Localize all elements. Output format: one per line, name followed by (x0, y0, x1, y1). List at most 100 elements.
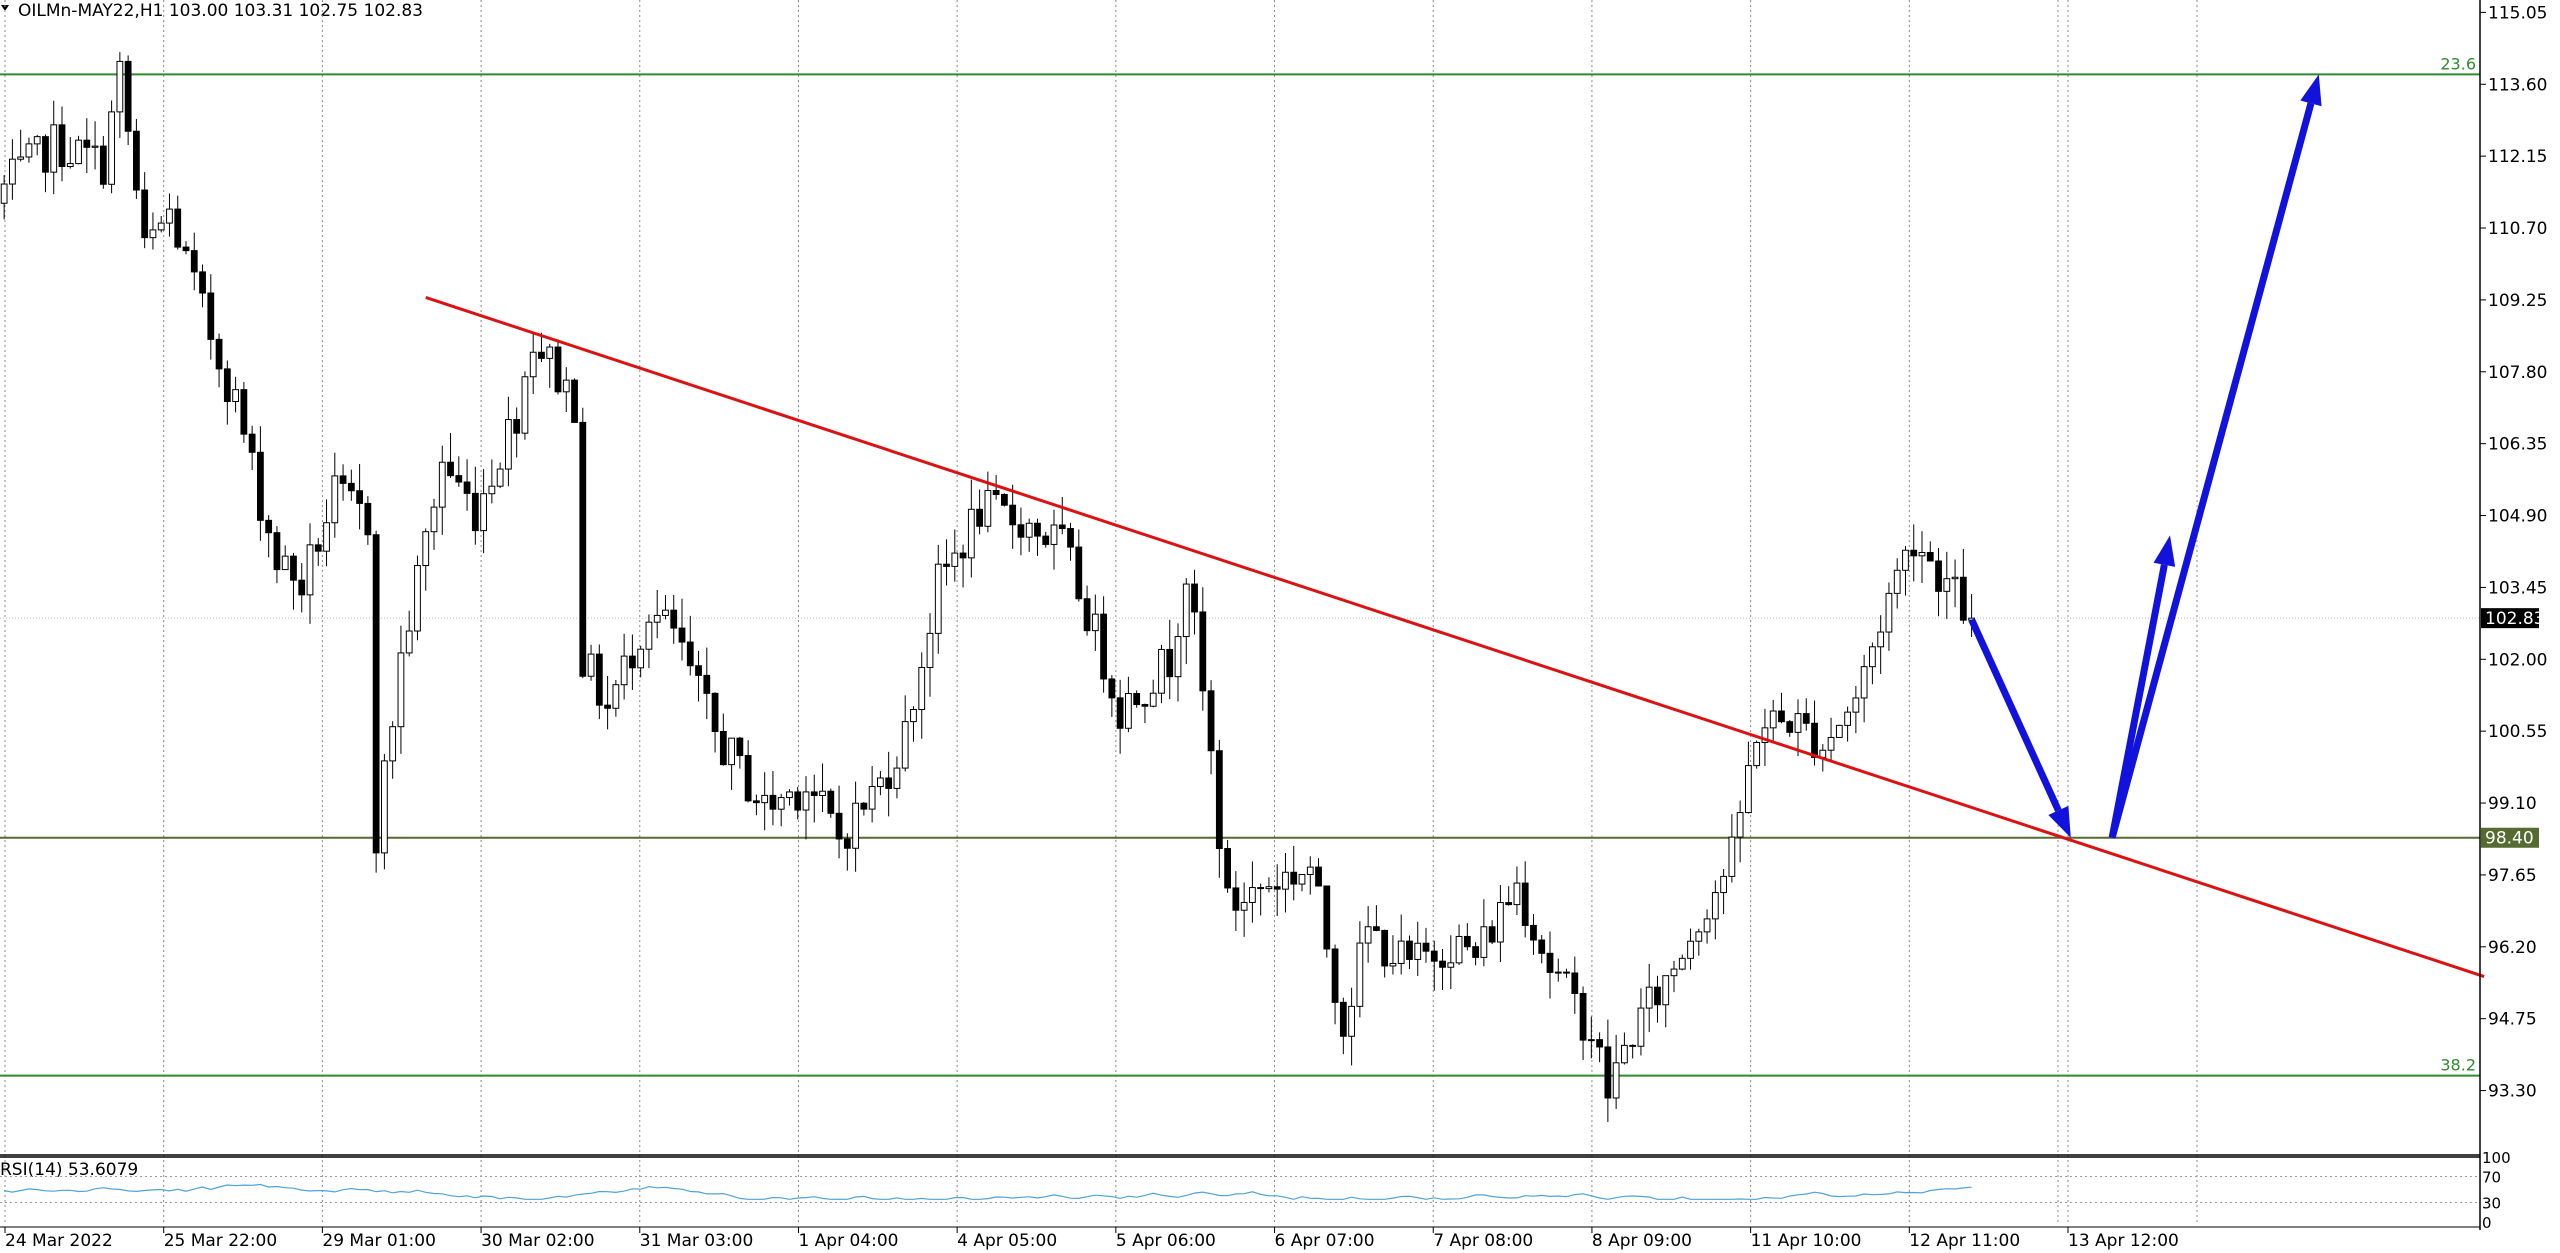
candle-body (182, 246, 190, 252)
candle-body (1199, 611, 1207, 692)
x-tick-label: 11 Apr 10:00 (1751, 1231, 1862, 1251)
rsi-panel: 100 70 300 (0, 1149, 2511, 1232)
x-tick-label: 29 Mar 01:00 (322, 1231, 436, 1251)
fib-level-label: 23.6 (2440, 54, 2476, 73)
candle-body (1745, 765, 1752, 814)
candle-body (265, 519, 273, 534)
collapse-triangle-icon[interactable] (1, 5, 9, 11)
candle-body (215, 338, 223, 370)
candle-body (967, 508, 975, 559)
candle-body (1455, 935, 1463, 964)
candle-body (1480, 926, 1488, 958)
candle-body (1670, 968, 1678, 977)
candle-body (934, 563, 942, 634)
candle-body (1637, 1007, 1645, 1047)
candle-body (711, 692, 719, 733)
candle-body (1885, 592, 1893, 633)
candle-body (190, 250, 198, 273)
candle-body (1827, 736, 1835, 751)
candle-body (91, 145, 99, 148)
candle-body (1075, 546, 1083, 600)
candle-body (1902, 549, 1909, 571)
candle-body (1852, 697, 1860, 713)
candle-body (1711, 892, 1719, 920)
candle-body (992, 490, 1000, 495)
y-tick-label: 96.20 (2488, 938, 2537, 958)
candle-body (166, 208, 173, 224)
candle-body (1282, 871, 1289, 890)
candle-body (1166, 648, 1174, 678)
x-tick-label: 6 Apr 07:00 (1275, 1231, 1375, 1251)
candle-body (1587, 1039, 1595, 1042)
rsi-label: RSI(14) 53.6079 (0, 1160, 138, 1180)
candle-body (653, 614, 661, 623)
fib-level-label: 38.2 (2440, 1056, 2476, 1075)
candle-body (83, 139, 91, 148)
candle-body (199, 271, 206, 294)
candle-body (1083, 598, 1091, 632)
candle-body (108, 111, 115, 185)
candle-body (149, 229, 157, 239)
candle-body (736, 737, 744, 757)
candle-body (1463, 935, 1471, 948)
candle-body (480, 493, 487, 532)
candle-body (1926, 551, 1934, 562)
candle-body (1042, 535, 1050, 545)
candle-body (513, 419, 521, 434)
candle-body (579, 421, 587, 677)
candle-body (1224, 848, 1231, 889)
candle-body (50, 124, 58, 173)
candle-body (488, 485, 496, 495)
candle-body (455, 475, 463, 483)
x-tick-label: 25 Mar 22:00 (164, 1231, 278, 1251)
candle-body (232, 389, 239, 403)
candle-body (1687, 940, 1694, 959)
candle-body (1141, 704, 1149, 707)
x-tick-label: 31 Mar 03:00 (640, 1231, 754, 1251)
candle-body (926, 632, 934, 668)
candle-body (810, 791, 818, 796)
candle-body (1339, 1001, 1347, 1037)
candle-body (877, 777, 884, 788)
candle-body (827, 790, 835, 814)
candle-body (1629, 1044, 1637, 1047)
candle-body (133, 130, 140, 191)
candle-body (1182, 583, 1190, 638)
candle-body (1348, 1005, 1355, 1037)
candle-body (1654, 986, 1661, 1006)
candle-body (414, 565, 421, 632)
candle-body (1091, 613, 1099, 632)
y-tick-label: 115.05 (2488, 3, 2547, 23)
candle-body (1100, 613, 1107, 680)
candle-body (670, 609, 678, 629)
forecast-arrow-shaft (2108, 102, 2315, 839)
candle-body (529, 351, 537, 378)
candle-body (1133, 693, 1141, 706)
candle-body (1158, 648, 1165, 694)
y-tick-label: 110.70 (2488, 219, 2547, 239)
x-tick-label: 1 Apr 04:00 (798, 1231, 898, 1251)
level-price-tag (2481, 827, 2539, 848)
candle-body (637, 648, 645, 669)
x-tick-label: 5 Apr 06:00 (1116, 1231, 1216, 1251)
candle-body (1017, 524, 1025, 538)
candle-body (1439, 960, 1446, 968)
candle-body (1257, 887, 1265, 890)
candle-body (1215, 750, 1223, 850)
candle-body (1835, 724, 1843, 738)
x-tick-label: 24 Mar 2022 (5, 1231, 113, 1251)
candle-body (9, 158, 16, 185)
candle-body (17, 156, 25, 160)
y-tick-label: 103.45 (2488, 578, 2547, 598)
y-tick-label: 99.10 (2488, 794, 2537, 814)
candle-body (1414, 942, 1422, 960)
candle-body (157, 222, 165, 231)
candle-body (1323, 885, 1331, 950)
candle-body (546, 346, 554, 359)
y-tick-label: 112.15 (2488, 147, 2547, 167)
candle-body (438, 461, 446, 508)
candle-body (1579, 992, 1587, 1041)
candle-body (372, 534, 380, 854)
candle-body (1761, 727, 1769, 744)
